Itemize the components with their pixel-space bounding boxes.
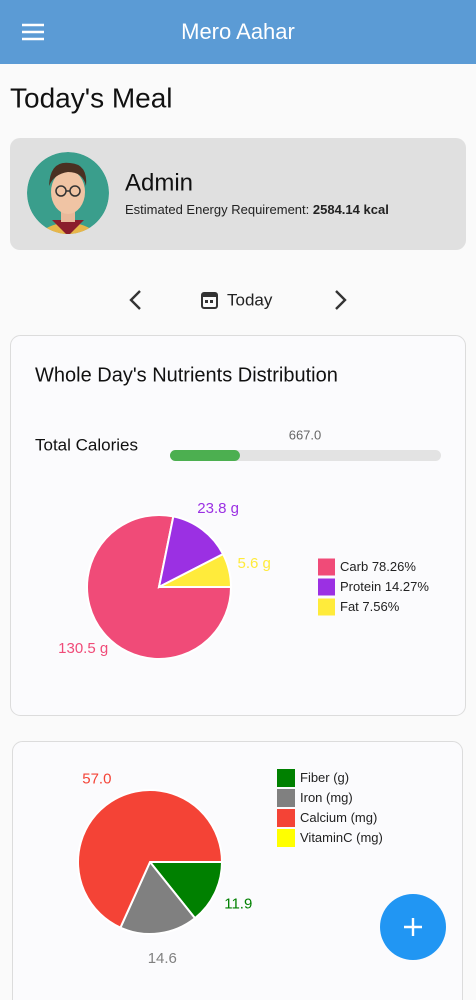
- legend-name: Fiber (g): [300, 770, 349, 785]
- app-bar: [0, 0, 476, 64]
- charts: 130.5 g Carb 78.26% 23.8 g Protein 14.27% 5.…: [58, 500, 429, 967]
- legend-name: Iron (mg): [300, 790, 353, 805]
- avatar: [27, 152, 109, 234]
- legend-percent: 14.27%: [385, 579, 430, 594]
- legend-percent: 7.56%: [362, 599, 399, 614]
- calendar-icon: [201, 292, 218, 309]
- page-heading: Today's Meal: [10, 82, 173, 113]
- legend-entry: Fiber (g): [300, 770, 349, 785]
- energy-requirement: Estimated Energy Requirement: 2584.14 kc…: [125, 202, 389, 217]
- legend-name: Carb: [340, 559, 368, 574]
- chart-title: Whole Day's Nutrients Distribution: [35, 364, 338, 386]
- pie-slice: [119, 860, 197, 935]
- legend-swatch: [318, 598, 335, 616]
- legend-name: Calcium (mg): [300, 810, 377, 825]
- profile-card: [10, 138, 466, 250]
- add-button[interactable]: [380, 894, 446, 960]
- legend-entry: Iron (mg): [300, 790, 353, 805]
- legend-name: Protein: [340, 579, 381, 594]
- legend-entry: Fat 7.56%: [340, 599, 400, 614]
- slice-label: 130.5 g: [58, 640, 108, 657]
- energy-label: Estimated Energy Requirement:: [125, 202, 309, 217]
- legend-swatch: [277, 789, 295, 807]
- pie-slice: [157, 515, 225, 589]
- pie-slice: [147, 861, 224, 920]
- legend-entry: Carb 78.26%: [340, 559, 416, 574]
- energy-unit: kcal: [364, 202, 389, 217]
- legend-swatch: [277, 809, 295, 827]
- legend-name: VitaminC (mg): [300, 830, 383, 845]
- app-title: Mero Aahar: [181, 19, 295, 44]
- slice-label: 11.9: [224, 895, 252, 912]
- slice-label: 23.8 g: [197, 500, 239, 517]
- legend-swatch: [318, 558, 335, 576]
- slice-label: 57.0: [82, 771, 111, 788]
- pie-slice: [77, 789, 224, 929]
- profile-name: Admin: [125, 169, 193, 196]
- slice-label: 14.6: [148, 950, 177, 967]
- pie-slice: [86, 514, 233, 660]
- legend-swatch: [277, 829, 295, 847]
- legend-percent: 78.26%: [372, 559, 417, 574]
- next-day-button[interactable]: [335, 290, 347, 310]
- calorie-label: Total Calories: [35, 435, 138, 454]
- legend-name: Fat: [340, 599, 359, 614]
- progress-fill: [170, 450, 240, 461]
- legend-entry: Calcium (mg): [300, 810, 377, 825]
- slice-label: 5.6 g: [237, 555, 270, 572]
- legend-entry: Protein 14.27%: [340, 579, 429, 594]
- prev-day-button[interactable]: [129, 290, 141, 310]
- calorie-value-label: 667.0: [289, 427, 322, 442]
- legend-entry: VitaminC (mg): [300, 830, 383, 845]
- pie-slice: [158, 552, 233, 588]
- nutrients-card: [10, 335, 466, 716]
- legend-swatch: [277, 769, 295, 787]
- date-label[interactable]: Today: [227, 290, 273, 309]
- legend-swatch: [318, 578, 335, 596]
- menu-button[interactable]: [22, 23, 44, 41]
- energy-value: 2584.14: [313, 202, 361, 217]
